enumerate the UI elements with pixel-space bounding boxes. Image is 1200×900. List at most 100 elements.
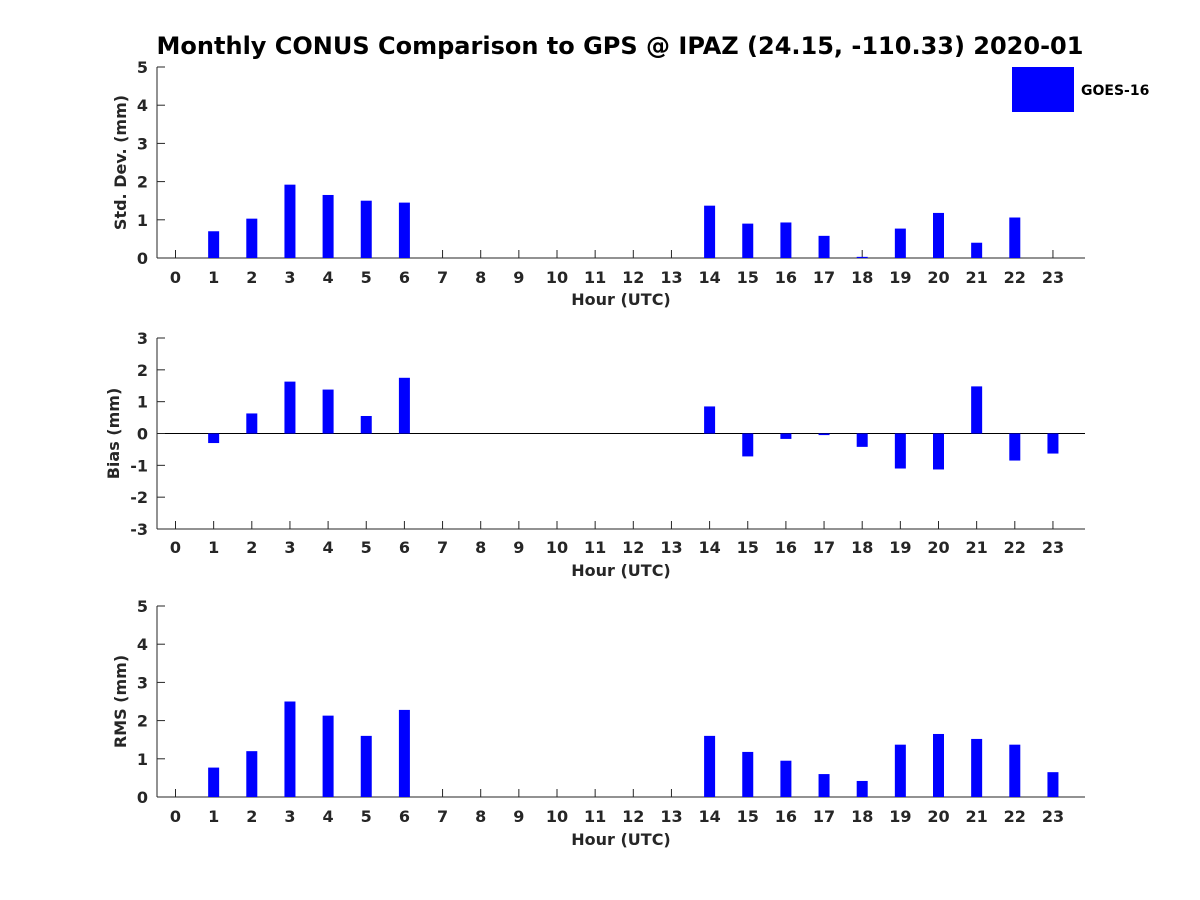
rms-x-tick-label: 9: [513, 807, 524, 826]
rms-x-tick-label: 19: [889, 807, 911, 826]
stddev-x-tick-label: 8: [475, 268, 486, 287]
bias-bar-hour-18: [856, 433, 868, 447]
stddev-bar-hour-22: [1009, 217, 1021, 258]
rms-x-tick-label: 1: [208, 807, 219, 826]
stddev-bar-hour-1: [208, 231, 220, 258]
rms-x-tick-label: 7: [437, 807, 448, 826]
bias-bar-hour-16: [780, 433, 792, 439]
rms-x-tick-label: 15: [737, 807, 759, 826]
bias-bar-hour-1: [208, 433, 220, 444]
stddev-x-tick-label: 11: [584, 268, 606, 287]
rms-y-tick-label: 0: [137, 788, 148, 807]
rms-bar-hour-19: [894, 744, 906, 797]
bias-x-tick-label: 11: [584, 538, 606, 557]
rms-bar-hour-3: [284, 701, 296, 797]
bias-x-tick-label: 0: [170, 538, 181, 557]
stddev-x-tick-label: 18: [851, 268, 873, 287]
stddev-x-tick-label: 2: [246, 268, 257, 287]
rms-x-tick-label: 11: [584, 807, 606, 826]
bias-bar-hour-3: [284, 381, 296, 434]
rms-x-label: Hour (UTC): [571, 830, 671, 849]
bias-x-tick-label: 9: [513, 538, 524, 557]
stddev-x-tick-label: 19: [889, 268, 911, 287]
stddev-x-tick-label: 14: [698, 268, 720, 287]
stddev-bar-hour-6: [398, 202, 410, 258]
stddev-y-tick-label: 3: [137, 134, 148, 153]
stddev-x-tick-label: 13: [660, 268, 682, 287]
rms-x-tick-label: 21: [966, 807, 988, 826]
stddev-bar-hour-5: [360, 200, 372, 258]
rms-x-tick-label: 4: [323, 807, 334, 826]
rms-bar-hour-5: [360, 735, 372, 797]
bias-x-label: Hour (UTC): [571, 561, 671, 580]
rms-bar-hour-17: [818, 774, 830, 797]
bias-bar-hour-4: [322, 389, 334, 434]
rms-x-tick-label: 16: [775, 807, 797, 826]
rms-y-label: RMS (mm): [111, 655, 130, 748]
bias-x-tick-label: 2: [246, 538, 257, 557]
figure-title: Monthly CONUS Comparison to GPS @ IPAZ (…: [157, 32, 1084, 60]
rms-x-tick-label: 2: [246, 807, 257, 826]
bias-bar-hour-2: [246, 413, 258, 434]
bias-y-tick-label: -3: [130, 520, 148, 539]
legend-label: GOES-16: [1081, 83, 1149, 99]
bias-y-tick-label: 2: [137, 361, 148, 380]
stddev-x-tick-label: 10: [546, 268, 568, 287]
rms-x-tick-label: 18: [851, 807, 873, 826]
stddev-x-label: Hour (UTC): [571, 290, 671, 309]
stddev-x-tick-label: 23: [1042, 268, 1064, 287]
rms-bar-hour-16: [780, 760, 792, 797]
bias-x-tick-label: 5: [361, 538, 372, 557]
stddev-x-tick-label: 3: [284, 268, 295, 287]
stddev-x-tick-label: 9: [513, 268, 524, 287]
stddev-bar-hour-17: [818, 235, 830, 258]
bias-x-tick-label: 20: [927, 538, 949, 557]
bias-y-label: Bias (mm): [104, 388, 123, 480]
stddev-bar-hour-4: [322, 194, 334, 258]
bias-x-tick-label: 12: [622, 538, 644, 557]
stddev-y-tick-label: 4: [137, 96, 148, 115]
bias-x-tick-label: 13: [660, 538, 682, 557]
stddev-y-label: Std. Dev. (mm): [111, 95, 130, 230]
stddev-x-tick-label: 15: [737, 268, 759, 287]
rms-bar-hour-18: [856, 780, 868, 797]
legend-swatch: [1012, 67, 1074, 112]
stddev-x-tick-label: 5: [361, 268, 372, 287]
rms-y-tick-label: 5: [137, 597, 148, 616]
bias-x-tick-label: 8: [475, 538, 486, 557]
bias-bar-hour-5: [360, 415, 372, 434]
bias-x-tick-label: 23: [1042, 538, 1064, 557]
rms-y-tick-label: 2: [137, 712, 148, 731]
bias-bar-hour-19: [894, 433, 906, 469]
rms-x-tick-label: 17: [813, 807, 835, 826]
stddev-bar-hour-15: [742, 223, 754, 258]
rms-bar-hour-1: [208, 767, 220, 797]
rms-x-tick-label: 23: [1042, 807, 1064, 826]
rms-y-tick-label: 3: [137, 673, 148, 692]
rms-x-tick-label: 12: [622, 807, 644, 826]
stddev-bar-hour-19: [894, 228, 906, 258]
rms-y-tick-label: 1: [137, 750, 148, 769]
bias-y-tick-label: -2: [130, 488, 148, 507]
bias-bar-hour-21: [971, 386, 983, 434]
stddev-y-tick-label: 1: [137, 211, 148, 230]
bias-x-tick-label: 22: [1004, 538, 1026, 557]
rms-bar-hour-14: [704, 735, 716, 797]
rms-bar-hour-22: [1009, 744, 1021, 797]
bias-y-tick-label: 3: [137, 329, 148, 348]
rms-x-tick-label: 22: [1004, 807, 1026, 826]
bias-x-tick-label: 16: [775, 538, 797, 557]
legend: GOES-16: [1012, 67, 1149, 112]
rms-x-tick-label: 3: [284, 807, 295, 826]
stddev-x-tick-label: 17: [813, 268, 835, 287]
rms-bar-hour-23: [1047, 772, 1059, 797]
bias-y-tick-label: 0: [137, 425, 148, 444]
stddev-y-tick-label: 0: [137, 249, 148, 268]
rms-x-tick-label: 13: [660, 807, 682, 826]
rms-x-tick-label: 0: [170, 807, 181, 826]
rms-x-tick-label: 14: [698, 807, 720, 826]
bias-x-tick-label: 21: [966, 538, 988, 557]
bias-x-tick-label: 10: [546, 538, 568, 557]
